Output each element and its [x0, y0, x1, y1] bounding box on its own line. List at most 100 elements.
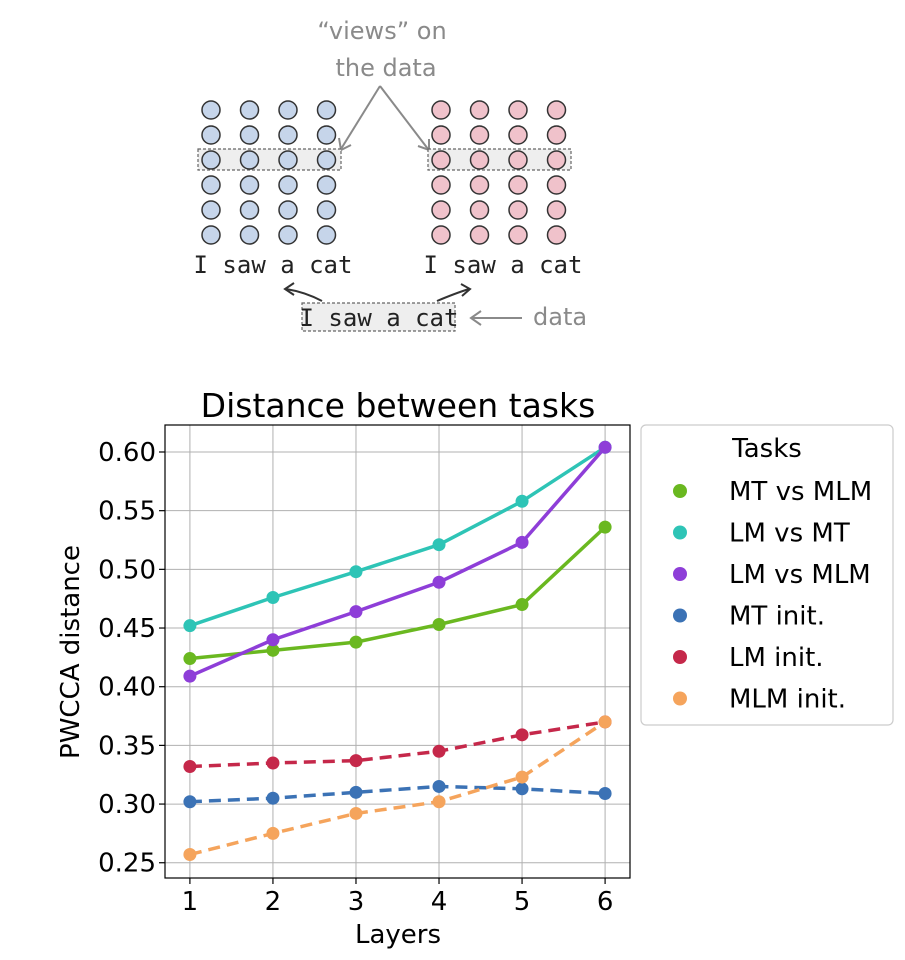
legend-label-lm-vs-mt: LM vs MT [729, 519, 850, 549]
x-axis-label: Layers [355, 920, 441, 950]
data-sentence: I saw a cat [300, 304, 459, 332]
distance-chart: Distance between tasks 0.250.300.350.400… [56, 386, 894, 950]
representation-neuron [278, 150, 298, 170]
legend-marker-lm-vs-mlm [673, 567, 687, 581]
series-line-lm-init [189, 720, 606, 769]
data-label-arrow [469, 310, 522, 326]
representation-neuron [239, 175, 260, 195]
representation-neuron [239, 150, 260, 170]
representation-neuron [508, 125, 528, 145]
representation-neuron [508, 200, 528, 220]
representation-neuron [278, 125, 298, 145]
data-point-mt-init [183, 795, 197, 809]
data-point-lm-init [183, 760, 197, 774]
views-diagram: “views” on the data I saw a cat I saw a … [194, 17, 588, 332]
y-tick-label: 0.45 [98, 614, 156, 644]
representation-neuron [201, 200, 221, 220]
data-point-mt-vs-mlm [432, 618, 446, 632]
data-point-mt-init [598, 787, 612, 801]
data-point-mlm-init [598, 715, 612, 729]
data-arrows [283, 282, 472, 302]
representation-neuron [239, 200, 260, 220]
y-tick-label: 0.35 [98, 731, 156, 761]
representation-neuron [431, 175, 451, 195]
right-representation-grid [431, 100, 567, 245]
data-label: data [533, 303, 587, 331]
representation-neuron [469, 100, 490, 120]
representation-neuron [316, 175, 337, 195]
data-point-lm-vs-mt [183, 619, 197, 633]
legend-marker-mt-init [673, 608, 687, 623]
data-point-mt-vs-mlm [183, 652, 197, 666]
representation-neuron [316, 200, 337, 220]
legend-label-mt-init: MT init. [729, 602, 825, 632]
representation-neuron [508, 225, 528, 245]
views-annotation-line1: “views” on [317, 17, 446, 45]
data-point-mt-init [266, 791, 280, 805]
y-tick-label: 0.50 [98, 555, 156, 585]
x-tick-label: 4 [431, 887, 448, 917]
representation-neuron [431, 200, 451, 220]
representation-neuron [431, 125, 451, 145]
x-tick-label: 3 [348, 887, 365, 917]
data-box [301, 302, 456, 332]
y-tick-label: 0.40 [98, 673, 156, 703]
representation-neuron [546, 200, 567, 220]
representation-neuron [201, 225, 221, 245]
data-point-mlm-init [266, 826, 280, 840]
representation-neuron [508, 175, 528, 195]
data-point-mlm-init [432, 795, 446, 809]
views-arrows [338, 85, 430, 152]
data-point-mt-init [515, 782, 529, 796]
representation-neuron [278, 100, 298, 120]
representation-neuron [316, 125, 337, 145]
representation-neuron [508, 100, 528, 120]
data-point-lm-vs-mlm [515, 535, 529, 549]
data-point-mlm-init [183, 848, 197, 862]
representation-neuron [469, 125, 490, 145]
representation-neuron [239, 100, 260, 120]
series-line-lm-vs-mlm [189, 446, 607, 678]
left-representation-grid [201, 100, 337, 245]
representation-neuron [469, 225, 490, 245]
data-point-mt-init [432, 779, 446, 793]
representation-neuron [201, 175, 221, 195]
representation-neuron [431, 150, 451, 170]
right-view-highlight [427, 148, 572, 171]
data-point-lm-vs-mlm [349, 605, 363, 619]
representation-neuron [469, 175, 490, 195]
data-point-mlm-init [349, 806, 363, 820]
data-point-lm-vs-mlm [598, 440, 612, 454]
chart-title: Distance between tasks [201, 386, 596, 425]
representation-neuron [278, 175, 298, 195]
legend-marker-lm-init [673, 650, 687, 664]
legend: Tasks MT vs MLM LM vs MT LM vs MLM MT init.… [640, 424, 894, 726]
representation-neuron [546, 150, 567, 170]
data-point-lm-vs-mlm [266, 633, 280, 647]
representation-neuron [316, 100, 337, 120]
representation-neuron [278, 200, 298, 220]
data-point-mt-vs-mlm [349, 635, 363, 649]
data-point-lm-vs-mt [266, 591, 280, 605]
legend-marker-mt-vs-mlm [673, 484, 687, 498]
data-point-lm-vs-mt [515, 494, 529, 508]
representation-neuron [316, 150, 337, 170]
views-annotation-line2: the data [335, 54, 436, 82]
representation-neuron [201, 125, 221, 145]
representation-neuron [239, 225, 260, 245]
legend-box [640, 424, 894, 726]
data-point-lm-init [515, 728, 529, 742]
representation-neuron [278, 225, 298, 245]
data-point-mt-vs-mlm [515, 598, 529, 612]
representation-neuron [546, 100, 567, 120]
data-point-lm-vs-mt [349, 565, 363, 579]
representation-neuron [508, 150, 528, 170]
y-axis-label: PWCCA distance [56, 545, 86, 759]
legend-items: MT vs MLM LM vs MT LM vs MLM MT init. LM ini… [673, 477, 872, 715]
data-point-lm-vs-mt [432, 538, 446, 552]
legend-marker-mlm-init [673, 691, 687, 706]
series-line-mt-init [189, 784, 606, 804]
series-lines [189, 445, 607, 857]
x-tick-label: 2 [265, 887, 282, 917]
legend-label-lm-vs-mlm: LM vs MLM [729, 560, 871, 590]
